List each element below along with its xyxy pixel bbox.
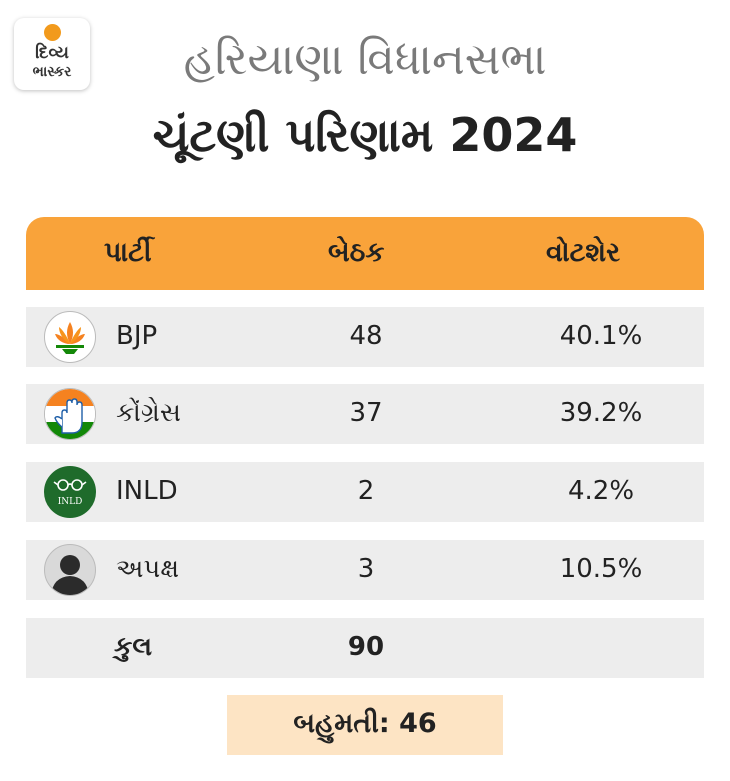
sun-icon [44, 24, 61, 41]
seat-count: 37 [349, 398, 383, 428]
title-line1: હરિયાણા વિધાનસભા [183, 34, 547, 85]
vote-share: 4.2% [567, 476, 635, 506]
person-silhouette-icon [44, 544, 96, 596]
column-header-party: પાર્ટી [104, 237, 152, 268]
seat-count: 2 [357, 476, 375, 506]
vote-share: 10.5% [559, 554, 643, 584]
hand-icon [44, 388, 96, 440]
lotus-icon [44, 311, 96, 363]
table-row: અપક્ષ 3 10.5% [26, 540, 704, 600]
party-name: કોંગ્રેસ [116, 398, 181, 428]
logo-text-line2: ભાસ્કર [32, 64, 72, 80]
total-seats: 90 [347, 632, 385, 662]
logo-text-line1: દિવ્ય [35, 43, 69, 63]
divya-bhaskar-logo: દિવ્ય ભાસ્કર [14, 18, 90, 90]
seat-count: 3 [357, 554, 375, 584]
party-name: અપક્ષ [116, 554, 180, 584]
party-name: BJP [116, 321, 158, 351]
table-row: BJP 48 40.1% [26, 307, 704, 367]
column-header-vote-share: વોટશેર [546, 237, 621, 268]
seat-count: 48 [349, 321, 383, 351]
majority-badge: બહુમતી: 46 [227, 695, 503, 755]
title-line2: ચૂંટણી પરિણામ 2024 [152, 108, 578, 162]
party-name: INLD [116, 476, 178, 506]
vote-share: 39.2% [559, 398, 643, 428]
total-label: કુલ [114, 632, 153, 662]
table-row: કોંગ્રેસ 37 39.2% [26, 384, 704, 444]
column-header-seats: બેઠક [328, 237, 385, 268]
vote-share: 40.1% [559, 321, 643, 351]
table-header: પાર્ટી બેઠક વોટશેર [26, 217, 704, 290]
majority-text: બહુમતી: 46 [293, 708, 437, 739]
table-row: INLD INLD 2 4.2% [26, 462, 704, 522]
spectacles-icon: INLD [44, 466, 96, 518]
table-total-row: કુલ 90 [26, 618, 704, 678]
inld-logo-text: INLD [58, 497, 83, 507]
